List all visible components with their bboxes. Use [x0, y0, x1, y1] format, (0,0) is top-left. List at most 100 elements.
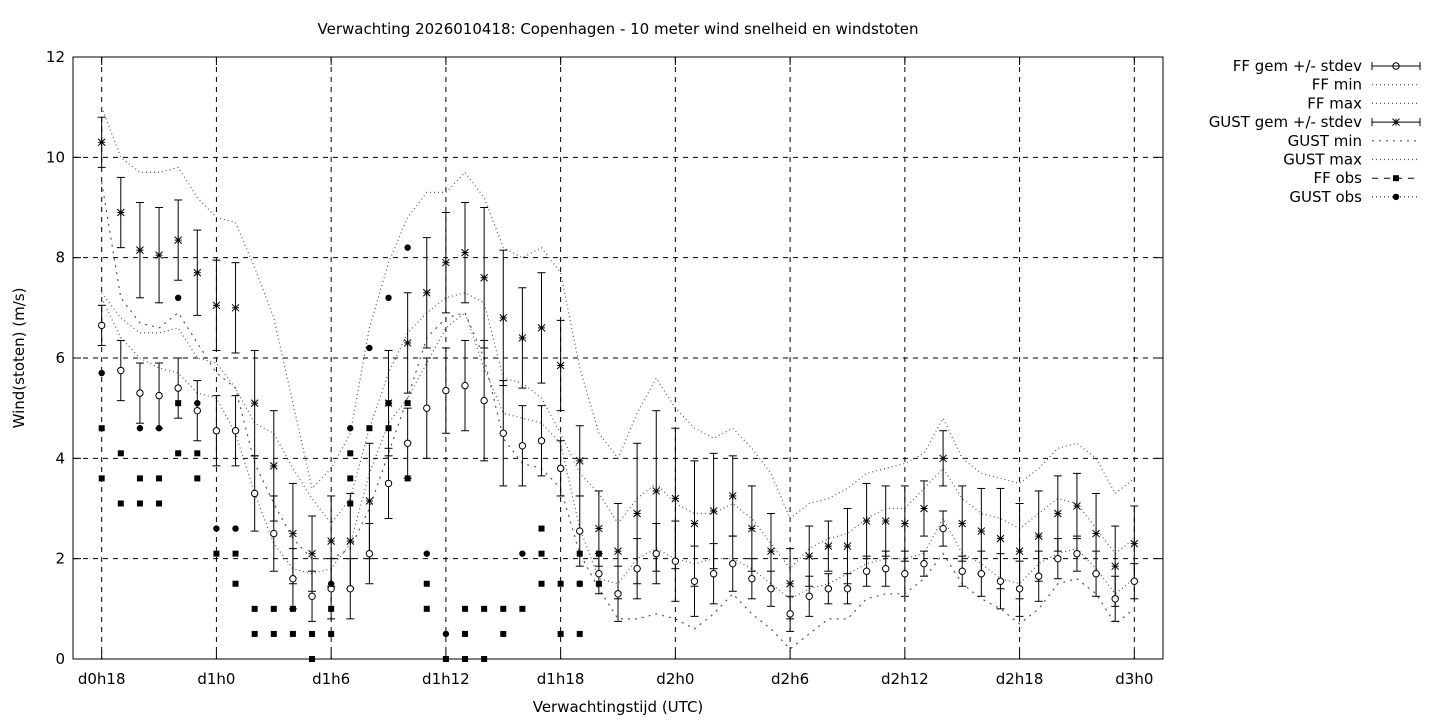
- ff-mean-point: [614, 590, 622, 598]
- gust-obs-point: [327, 580, 335, 587]
- gust-mean-point: [862, 517, 871, 525]
- ff-obs-point: [289, 605, 296, 612]
- ff-obs-point: [576, 630, 583, 637]
- gust-mean-point: [786, 579, 794, 588]
- ff-mean-point: [1054, 554, 1062, 563]
- x-tick-label: d3h0: [1115, 670, 1153, 688]
- ff-obs-point: [136, 475, 143, 482]
- line-gust-max: [101, 106, 1135, 520]
- gust-mean-point: [1073, 502, 1081, 510]
- ff-mean-point: [461, 381, 469, 390]
- gust-mean-point: [652, 487, 661, 495]
- gust-obs-point: [442, 630, 450, 638]
- gust-obs-point: [194, 399, 201, 407]
- ff-obs-point: [98, 475, 105, 482]
- legend-label: FF gem +/- stdev: [1233, 57, 1362, 75]
- ff-mean-point: [193, 406, 201, 415]
- gust-mean-point: [136, 246, 144, 254]
- ff-mean-point: [671, 557, 680, 565]
- legend-label: FF max: [1307, 94, 1362, 112]
- gust-mean-point: [575, 456, 584, 465]
- gust-mean-point: [1111, 562, 1120, 571]
- y-tick-label: 6: [55, 349, 65, 367]
- gust-mean-point: [556, 361, 565, 370]
- ff-mean-point: [1073, 549, 1081, 558]
- ff-obs-point: [117, 450, 124, 457]
- legend-label: GUST max: [1283, 151, 1362, 169]
- gust-mean-point: [442, 258, 450, 267]
- ff-mean-point: [958, 567, 966, 575]
- y-tick-label: 4: [55, 449, 65, 467]
- gust-mean-point: [422, 288, 431, 297]
- ff-mean-point: [1130, 577, 1139, 585]
- gust-mean-point: [690, 519, 699, 528]
- gust-mean-point: [939, 454, 947, 463]
- y-tick-label: 0: [55, 650, 65, 668]
- gust-mean-point: [155, 251, 163, 260]
- ff-mean-point: [843, 585, 852, 593]
- x-tick-label: d1h6: [312, 670, 350, 688]
- ff-obs-point: [576, 550, 583, 557]
- x-axis-label: Verwachtingstijd (UTC): [533, 698, 704, 716]
- gust-obs-point: [519, 550, 526, 557]
- ff-obs-point: [481, 605, 488, 612]
- ff-obs-point: [595, 580, 602, 587]
- gust-obs-point: [576, 580, 583, 587]
- gust-mean-point: [1053, 509, 1062, 518]
- ff-obs-point: [289, 630, 296, 637]
- gust-obs-point: [232, 525, 239, 532]
- x-tick-label: d1h18: [537, 670, 585, 688]
- gust-mean-point: [595, 524, 603, 533]
- gust-mean-point: [537, 324, 546, 332]
- ff-mean-point: [289, 575, 297, 583]
- gust-mean-point: [193, 268, 202, 277]
- ff-obs-point: [270, 605, 277, 612]
- gust-mean-point: [97, 138, 106, 147]
- x-tick-label: d2h0: [656, 670, 694, 688]
- ff-mean-point: [1015, 585, 1024, 593]
- gust-mean-point: [308, 549, 316, 558]
- ff-mean-point: [403, 439, 412, 447]
- x-tick-label: d2h18: [996, 670, 1044, 688]
- y-axis-label: Wind(stoten) (m/s): [10, 288, 28, 429]
- legend-label: GUST gem +/- stdev: [1209, 113, 1362, 131]
- axis-ticks: 0 2 4 6 8 10 12 d0h18 d1h0 d1h6 d1h12 d1h18 d2h0 d2h6…: [46, 48, 1163, 688]
- ff-obs-point: [117, 500, 124, 507]
- ff-obs-point: [328, 605, 335, 612]
- data-points: [97, 62, 1400, 662]
- ff-obs-point: [270, 630, 277, 637]
- ff-mean-point: [729, 559, 737, 568]
- gust-mean-point: [614, 547, 622, 555]
- ff-obs-point: [385, 425, 392, 432]
- gust-mean-point: [920, 504, 928, 513]
- gust-obs-point: [98, 369, 105, 377]
- ff-mean-point: [1035, 572, 1043, 580]
- gust-obs-point: [347, 425, 354, 432]
- ff-mean-point: [1092, 570, 1100, 578]
- gust-mean-point: [518, 334, 527, 342]
- y-tick-label: 12: [46, 48, 65, 66]
- ff-obs-point: [595, 550, 602, 557]
- ff-obs-point: [500, 630, 507, 637]
- gust-mean-point: [824, 542, 833, 550]
- plot-frame: [72, 56, 1164, 660]
- gust-obs-point: [385, 294, 392, 301]
- ff-mean-point: [767, 585, 775, 593]
- ff-mean-point: [748, 575, 756, 583]
- gust-mean-point: [269, 462, 278, 470]
- gust-obs-point: [423, 550, 430, 557]
- ff-obs-point: [366, 425, 373, 432]
- ff-obs-point: [462, 630, 469, 637]
- ff-mean-point: [250, 489, 259, 498]
- gust-mean-point: [900, 519, 909, 528]
- ff-obs-point: [156, 475, 163, 482]
- gust-mean-point: [767, 547, 775, 555]
- ff-obs-point: [423, 605, 430, 612]
- ff-mean-point: [882, 565, 890, 573]
- ff-obs-point: [423, 580, 430, 587]
- ff-mean-point: [231, 427, 240, 435]
- gust-mean-point: [499, 314, 508, 322]
- ff-mean-point: [652, 549, 660, 558]
- legend-ff-obs-marker: [1393, 175, 1399, 182]
